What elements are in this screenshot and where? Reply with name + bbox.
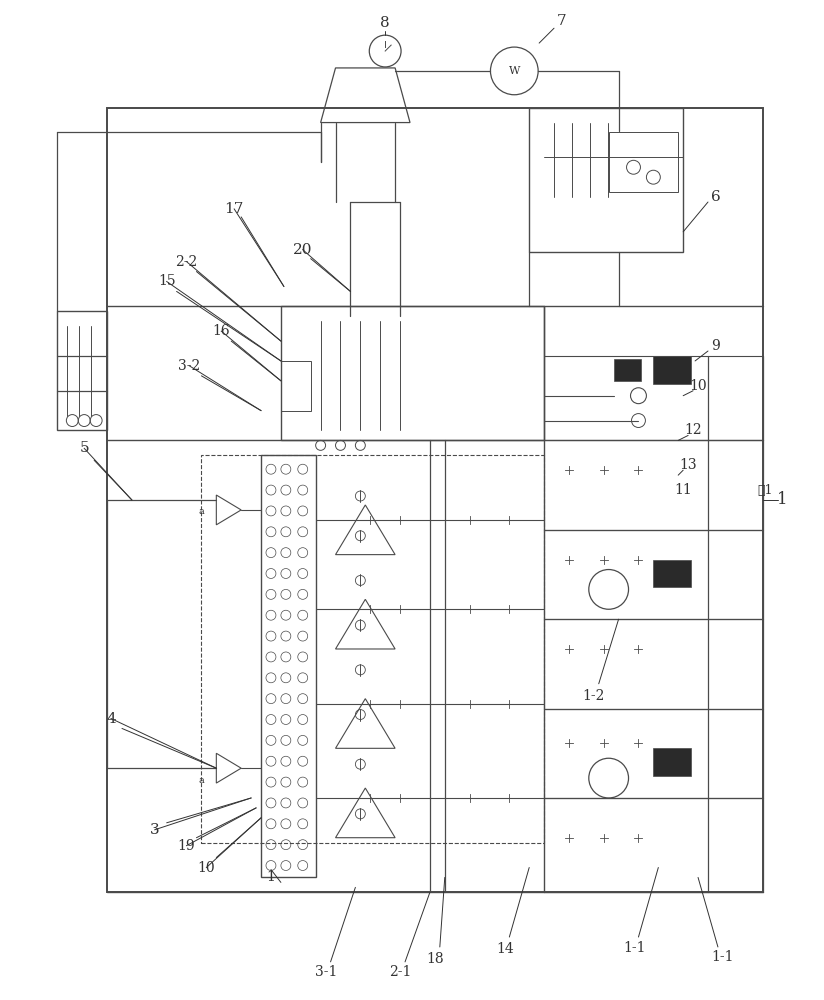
Text: 15: 15 <box>158 274 176 288</box>
Text: 10: 10 <box>689 379 707 393</box>
Text: a: a <box>199 776 204 785</box>
Text: 1-2: 1-2 <box>583 689 605 703</box>
Bar <box>609 132 678 192</box>
Bar <box>58 311 107 430</box>
Bar <box>653 560 691 587</box>
Bar <box>107 108 763 892</box>
Text: 19: 19 <box>178 839 195 853</box>
Text: 18: 18 <box>426 952 443 966</box>
Bar <box>201 455 544 843</box>
Bar <box>614 359 641 381</box>
Text: 9: 9 <box>712 339 720 353</box>
Text: 10: 10 <box>198 861 215 875</box>
Text: 3-1: 3-1 <box>316 965 338 979</box>
Text: 12: 12 <box>684 423 702 437</box>
Text: 13: 13 <box>679 458 697 472</box>
Text: 16: 16 <box>213 324 230 338</box>
Text: W: W <box>508 66 520 76</box>
Text: 7: 7 <box>557 14 567 28</box>
Text: 1: 1 <box>777 491 788 508</box>
Text: 5: 5 <box>79 441 89 455</box>
Text: 3: 3 <box>150 823 160 837</box>
Text: 14: 14 <box>497 942 514 956</box>
Bar <box>529 108 683 252</box>
Text: 17: 17 <box>224 202 244 216</box>
Text: 11: 11 <box>674 483 692 497</box>
Text: 1: 1 <box>266 870 275 884</box>
Text: 4: 4 <box>106 712 116 726</box>
Bar <box>281 306 544 440</box>
Bar <box>653 748 691 776</box>
Bar <box>261 455 316 877</box>
Text: 2-2: 2-2 <box>176 255 198 269</box>
Text: 20: 20 <box>293 243 312 257</box>
Text: 2-1: 2-1 <box>389 965 411 979</box>
Text: 8: 8 <box>381 16 390 30</box>
Text: 6: 6 <box>711 190 721 204</box>
Text: 图1: 图1 <box>758 484 774 497</box>
Bar <box>653 356 691 384</box>
Text: 1-1: 1-1 <box>623 941 646 955</box>
Text: a: a <box>199 507 204 516</box>
Text: 1-1: 1-1 <box>712 950 734 964</box>
Text: 3-2: 3-2 <box>178 359 200 373</box>
Bar <box>281 361 311 411</box>
